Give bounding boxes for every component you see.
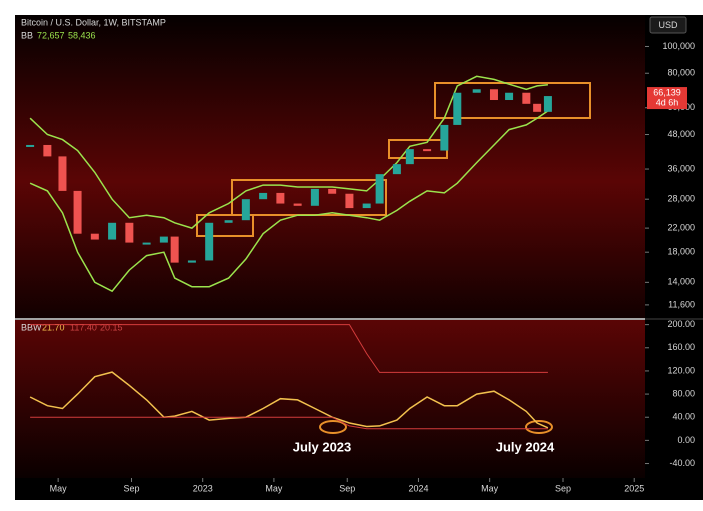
candle (58, 156, 67, 191)
bb-upper (29, 75, 548, 229)
candle (224, 220, 233, 223)
range-box (196, 214, 254, 237)
candle (125, 222, 134, 243)
candle (362, 203, 371, 209)
bbw-line (30, 416, 548, 430)
candle (108, 222, 117, 240)
candle (259, 192, 268, 200)
y-tick-label: 14,000 (667, 277, 695, 287)
x-tick-label: May (265, 483, 283, 493)
y-tick-label: -40.00 (669, 458, 695, 468)
x-tick-label: 2025 (624, 483, 644, 493)
bbw-lowest-value: 20.15 (100, 322, 123, 332)
bbw-highest-value: 117.40 (70, 322, 97, 332)
x-tick-label: 2024 (408, 483, 428, 493)
currency-box (649, 16, 687, 34)
candle (90, 233, 99, 240)
bb-label: BB (21, 30, 33, 40)
candle (375, 174, 384, 204)
y-tick-label: 80,000 (667, 68, 695, 78)
y-tick-label: 48,000 (667, 129, 695, 139)
candle (293, 203, 302, 206)
y-tick-label: 11,600 (668, 299, 695, 309)
last-price-box (647, 87, 687, 110)
y-tick-label: 120.00 (667, 365, 695, 375)
chart-title: Bitcoin / U.S. Dollar, 1W, BITSTAMP (21, 17, 166, 27)
candle (533, 103, 542, 112)
bbw-line (30, 324, 548, 373)
time-axis (15, 478, 703, 500)
y-tick-label: 28,000 (667, 194, 695, 204)
x-tick-label: May (50, 483, 68, 493)
y-tick-label: 200.00 (667, 319, 695, 329)
currency: USD (658, 20, 678, 30)
candle (440, 124, 449, 151)
candle (392, 164, 401, 175)
y-tick-label: 22,000 (667, 222, 695, 232)
candle (405, 149, 414, 165)
candle (205, 222, 214, 261)
candle (453, 92, 462, 125)
x-tick-label: Sep (123, 483, 139, 493)
candle (489, 89, 498, 101)
y-tick-label: 80.00 (672, 388, 695, 398)
bb-upper-label: 72,657 (37, 30, 65, 40)
bbw-legend-value: 21.70 (42, 322, 65, 332)
y-tick-label: 18,000 (667, 247, 695, 257)
candle (159, 236, 168, 243)
candle (170, 236, 179, 263)
candle (472, 89, 481, 93)
annotation: July 2023 (293, 439, 352, 454)
candle (26, 144, 35, 147)
candle (187, 260, 196, 263)
candle (241, 199, 250, 221)
range-box (434, 82, 591, 119)
candle (505, 92, 514, 101)
candle (423, 149, 432, 152)
bbw-line (29, 371, 549, 429)
y-tick-label: 0.00 (677, 435, 695, 445)
annotation: July 2024 (496, 439, 555, 454)
candle (276, 192, 285, 204)
candle (328, 188, 337, 194)
price-panel (15, 15, 645, 318)
x-tick-label: May (481, 483, 499, 493)
bbw-panel (15, 320, 645, 478)
candle (142, 242, 151, 245)
candle (543, 96, 552, 112)
candle (73, 190, 82, 234)
last-price: 66,139 (653, 87, 681, 97)
low-circle (319, 420, 347, 434)
x-tick-label: Sep (339, 483, 355, 493)
y-tick-label: 100,000 (662, 41, 695, 51)
bbw-legend: BBW (21, 322, 42, 332)
low-circle (525, 420, 553, 434)
x-tick-label: Sep (555, 483, 571, 493)
candle (43, 144, 52, 157)
candle (522, 92, 531, 104)
y-tick-label: 40.00 (672, 412, 695, 422)
y-tick-label: 160.00 (667, 342, 695, 352)
candle (310, 188, 319, 206)
y-tick-label: 36,000 (667, 163, 695, 173)
x-tick-label: 2023 (193, 483, 213, 493)
bb-lower-label: 58,436 (68, 30, 96, 40)
bb-lower (29, 110, 549, 293)
candle (345, 193, 354, 209)
countdown: 4d 6h (656, 97, 679, 107)
